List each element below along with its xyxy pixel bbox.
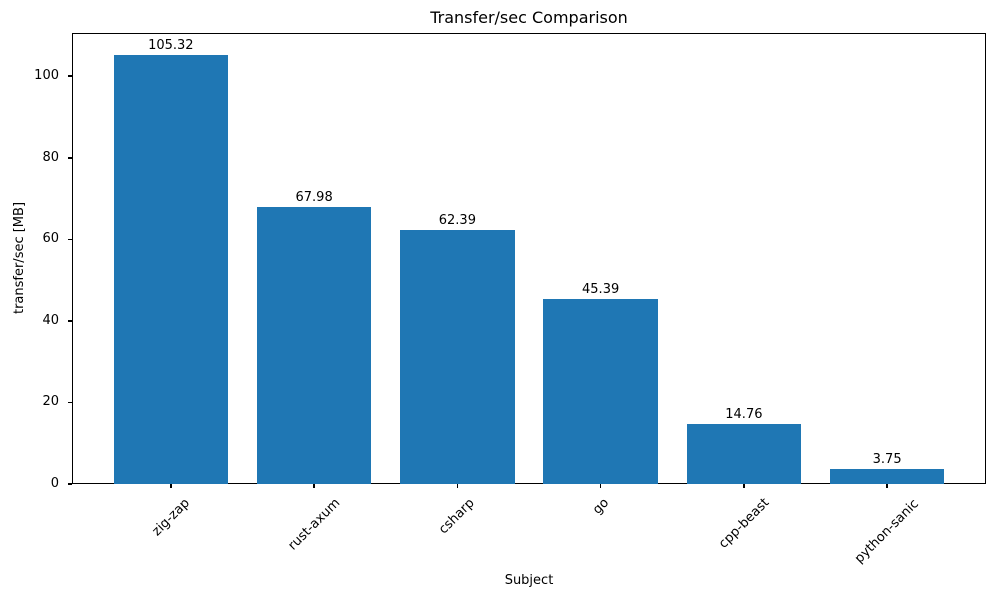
bar-value-label: 14.76 [725, 406, 763, 422]
y-tick-label: 20 [42, 394, 59, 410]
y-tick-mark [68, 157, 72, 159]
y-tick-label: 100 [34, 68, 59, 84]
x-tick-mark [599, 484, 602, 488]
bar-cpp-beast [686, 423, 802, 484]
y-tick-label: 60 [42, 231, 59, 247]
x-tick-label-go: go [589, 495, 612, 518]
y-tick-mark [68, 320, 72, 322]
y-tick-label: 80 [42, 149, 59, 165]
x-tick-label-csharp: csharp [436, 496, 478, 538]
chart-title: Transfer/sec Comparison [430, 8, 628, 27]
x-tick-mark [456, 484, 459, 488]
y-tick-mark [68, 483, 72, 485]
y-axis-label: transfer/sec [MB] [12, 201, 27, 315]
x-tick-label-python-sanic: python-sanic [852, 496, 923, 566]
x-tick-label-cpp-beast: cpp-beast [716, 495, 773, 553]
x-tick-mark [743, 484, 745, 488]
bar-value-label: 62.39 [438, 212, 476, 228]
y-tick-mark [68, 75, 72, 77]
x-tick-mark [313, 484, 315, 488]
bar-rust-axum [256, 206, 372, 484]
y-tick-label: 0 [50, 476, 59, 491]
x-tick-label-zig-zap: zig-zap [149, 495, 193, 540]
x-axis-label: Subject [504, 573, 554, 588]
x-tick-label-rust-axum: rust-axum [285, 496, 343, 554]
bar-value-label: 67.98 [295, 189, 333, 205]
bar-value-label: 3.75 [872, 451, 902, 467]
bar-value-label: 45.39 [582, 281, 620, 297]
x-tick-mark [886, 484, 888, 488]
x-tick-mark [170, 484, 172, 488]
y-tick-mark [68, 238, 72, 241]
y-tick-mark [68, 401, 72, 404]
bar-csharp [400, 229, 515, 484]
bar-value-label: 105.32 [148, 37, 194, 53]
bar-go [543, 298, 658, 484]
y-tick-label: 40 [42, 312, 59, 328]
bar-python-sanic [829, 468, 945, 484]
bar-zig-zap [113, 54, 229, 484]
